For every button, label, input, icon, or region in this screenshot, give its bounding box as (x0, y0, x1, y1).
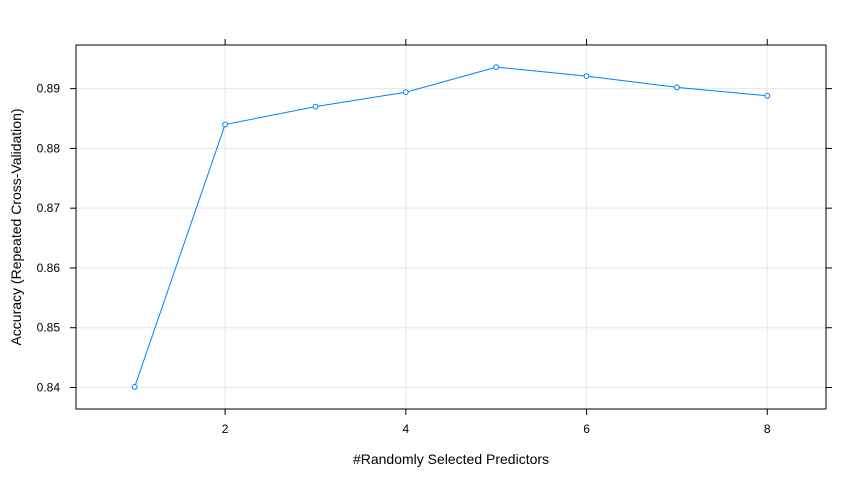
data-point (312, 103, 319, 110)
y-tick-label: 0.87 (37, 201, 61, 215)
data-point (583, 73, 590, 79)
x-tick-label: 8 (764, 422, 771, 436)
series-layer (131, 64, 771, 390)
y-tick-label: 0.84 (37, 380, 61, 394)
data-point (222, 121, 229, 128)
y-tick-label: 0.86 (37, 261, 61, 275)
ticks-layer: 2 4 6 8 0.84 0.85 0.86 0.87 0.88 0.89 (37, 39, 832, 436)
data-point (764, 92, 771, 99)
data-point (131, 384, 138, 390)
y-axis-label: Accuracy (Repeated Cross-Validation) (8, 108, 24, 345)
y-tick-label: 0.88 (37, 141, 61, 155)
data-point (674, 84, 680, 91)
data-point (402, 89, 409, 96)
data-point (493, 64, 500, 70)
x-axis-label: #Randomly Selected Predictors (353, 451, 549, 467)
x-tick-label: 2 (222, 422, 229, 436)
series-line (134, 66, 768, 388)
grid-layer (76, 45, 826, 409)
x-tick-label: 6 (583, 422, 590, 436)
y-tick-label: 0.85 (37, 321, 61, 335)
y-tick-label: 0.89 (37, 82, 61, 96)
x-tick-label: 4 (402, 422, 409, 436)
plot-frame (75, 44, 827, 410)
